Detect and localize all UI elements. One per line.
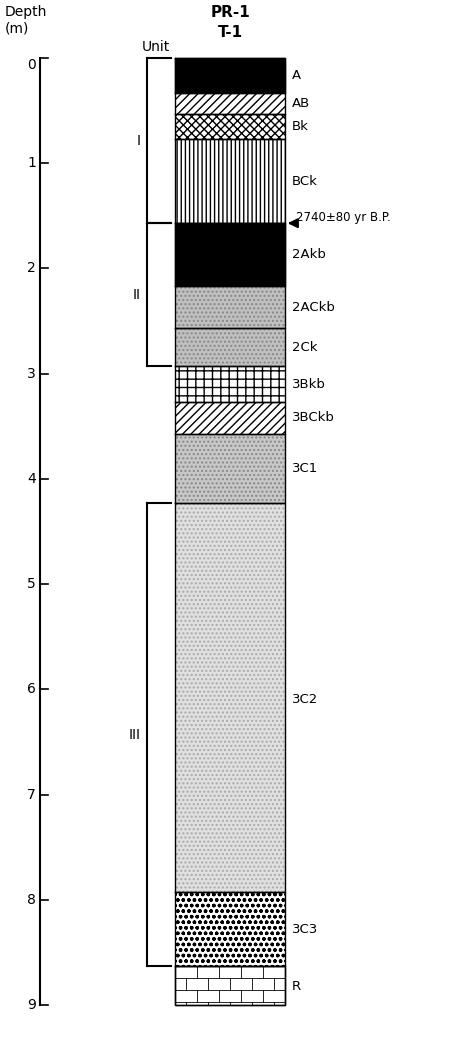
Text: 9: 9 — [27, 998, 36, 1012]
Text: 3C1: 3C1 — [292, 462, 318, 475]
Text: 2Ck: 2Ck — [292, 340, 318, 354]
Text: 3C2: 3C2 — [292, 693, 318, 706]
Bar — [175, 966, 285, 1005]
Bar — [175, 93, 285, 114]
Bar — [175, 892, 285, 966]
Text: Unit: Unit — [142, 40, 170, 54]
Text: 8: 8 — [27, 893, 36, 907]
Text: Depth: Depth — [5, 5, 47, 19]
Text: 3C3: 3C3 — [292, 923, 318, 935]
Bar — [175, 114, 285, 140]
Text: 3Bkb: 3Bkb — [292, 377, 326, 391]
Text: I: I — [137, 133, 141, 148]
Text: (m): (m) — [5, 22, 29, 36]
Text: 2740±80 yr B.P.: 2740±80 yr B.P. — [296, 210, 391, 224]
Text: T-1: T-1 — [217, 25, 243, 40]
Text: 0: 0 — [27, 58, 36, 72]
Text: BCk: BCk — [292, 174, 318, 187]
Bar — [175, 140, 285, 223]
Text: AB: AB — [292, 97, 310, 110]
Text: 1: 1 — [27, 156, 36, 170]
Bar — [175, 503, 285, 892]
Text: A: A — [292, 70, 301, 82]
Text: 2Akb: 2Akb — [292, 248, 326, 261]
Bar — [175, 433, 285, 503]
Text: R: R — [292, 980, 301, 993]
Text: 3: 3 — [27, 367, 36, 381]
Text: PR-1: PR-1 — [210, 5, 250, 20]
Text: II: II — [133, 288, 141, 301]
Text: 4: 4 — [27, 471, 36, 486]
Text: Bk: Bk — [292, 119, 309, 133]
Bar — [175, 58, 285, 93]
Bar — [175, 367, 285, 402]
Text: 6: 6 — [27, 683, 36, 697]
Bar — [175, 223, 285, 286]
Bar — [175, 286, 285, 329]
Text: 2ACkb: 2ACkb — [292, 301, 335, 314]
Text: III: III — [129, 727, 141, 742]
Text: 5: 5 — [27, 577, 36, 591]
Bar — [175, 402, 285, 433]
Text: 3BCkb: 3BCkb — [292, 411, 335, 424]
Text: 2: 2 — [27, 261, 36, 276]
Text: 7: 7 — [27, 787, 36, 801]
Bar — [175, 329, 285, 367]
